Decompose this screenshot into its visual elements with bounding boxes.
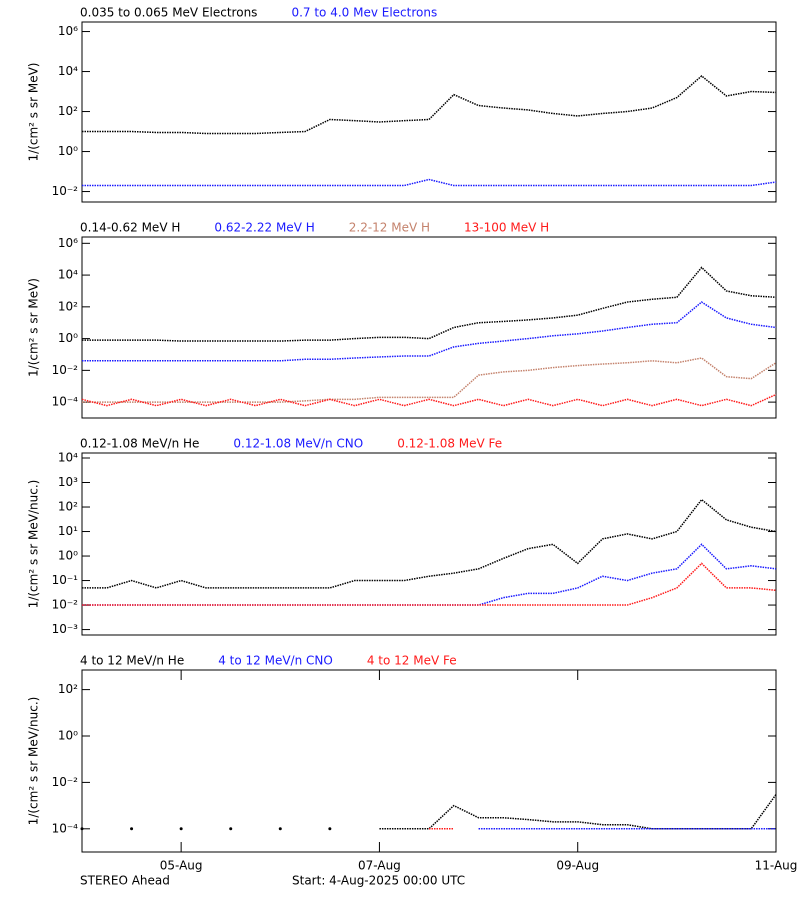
legend-entry: 4 to 12 MeV/n CNO bbox=[218, 654, 333, 668]
y-tick-label: 10² bbox=[58, 500, 78, 514]
y-tick-label: 10⁻¹ bbox=[52, 573, 79, 587]
series-line bbox=[82, 562, 777, 606]
legend-entry: 0.12-1.08 MeV/n He bbox=[80, 437, 199, 451]
y-tick-label: 10⁶ bbox=[58, 236, 78, 250]
legend-entry: 4 to 12 MeV Fe bbox=[367, 654, 457, 668]
y-tick-label: 10³ bbox=[58, 475, 78, 489]
y-tick-label: 10² bbox=[58, 682, 78, 696]
y-tick-label: 10² bbox=[58, 104, 78, 118]
series-line bbox=[82, 543, 777, 606]
data-point bbox=[80, 827, 84, 831]
legend-entry: 0.12-1.08 MeV Fe bbox=[397, 437, 502, 451]
data-point bbox=[328, 827, 332, 831]
legend-entry: 4 to 12 MeV/n He bbox=[80, 654, 184, 668]
y-tick-label: 10⁴ bbox=[58, 268, 78, 282]
series-line bbox=[82, 357, 777, 403]
y-tick-label: 10¹ bbox=[58, 524, 78, 538]
y-tick-label: 10⁰ bbox=[58, 144, 78, 158]
x-tick-label: 09-Aug bbox=[556, 859, 599, 873]
series-line bbox=[81, 393, 777, 407]
data-point bbox=[130, 827, 134, 831]
y-tick-label: 10⁻³ bbox=[52, 622, 79, 636]
observatory-label: STEREO Ahead bbox=[80, 874, 170, 888]
y-tick-label: 10⁻² bbox=[52, 598, 79, 612]
y-tick-label: 10⁴ bbox=[58, 451, 78, 465]
legend-entry: 0.7 to 4.0 Mev Electrons bbox=[291, 6, 437, 20]
y-axis-label: 1/(cm² s sr MeV) bbox=[27, 63, 41, 162]
plot-frame bbox=[81, 669, 777, 853]
plot-frame bbox=[81, 452, 777, 636]
y-tick-label: 10⁰ bbox=[58, 549, 78, 563]
y-axis-label: 1/(cm² s sr MeV) bbox=[27, 278, 41, 377]
legend-entry: 13-100 MeV H bbox=[464, 221, 549, 235]
series-line bbox=[379, 794, 777, 830]
y-tick-label: 10⁻² bbox=[52, 184, 79, 198]
x-tick-label: 11-Aug bbox=[755, 859, 798, 873]
data-point bbox=[229, 827, 233, 831]
start-label: Start: 4-Aug-2025 00:00 UTC bbox=[292, 874, 465, 888]
series-line bbox=[82, 178, 777, 187]
legend-entry: 0.62-2.22 MeV H bbox=[214, 221, 314, 235]
series-line bbox=[82, 75, 777, 135]
x-tick-label: 07-Aug bbox=[358, 859, 401, 873]
legend-entry: 0.14-0.62 MeV H bbox=[80, 221, 180, 235]
y-tick-label: 10² bbox=[58, 299, 78, 313]
y-tick-label: 10⁻² bbox=[52, 775, 79, 789]
series-line bbox=[82, 498, 777, 589]
y-tick-label: 10⁴ bbox=[58, 64, 78, 78]
plot-frame bbox=[81, 236, 777, 419]
y-axis-label: 1/(cm² s sr MeV/nuc.) bbox=[27, 480, 41, 609]
data-point bbox=[278, 827, 282, 831]
legend-entry: 0.12-1.08 MeV/n CNO bbox=[233, 437, 363, 451]
y-axis-label: 1/(cm² s sr MeV/nuc.) bbox=[27, 697, 41, 826]
data-point bbox=[179, 827, 183, 831]
y-tick-label: 10⁶ bbox=[58, 24, 78, 38]
plot-frame bbox=[81, 21, 777, 203]
y-tick-label: 10⁰ bbox=[58, 729, 78, 743]
series-line bbox=[82, 266, 777, 342]
y-tick-label: 10⁰ bbox=[58, 331, 78, 345]
legend-entry: 0.035 to 0.065 MeV Electrons bbox=[80, 6, 257, 20]
y-tick-label: 10⁻⁴ bbox=[52, 821, 79, 835]
y-tick-label: 10⁻⁴ bbox=[52, 395, 79, 409]
series-line bbox=[82, 301, 777, 362]
legend-entry: 2.2-12 MeV H bbox=[349, 221, 430, 235]
y-tick-label: 10⁻² bbox=[52, 363, 79, 377]
x-tick-label: 05-Aug bbox=[160, 859, 203, 873]
